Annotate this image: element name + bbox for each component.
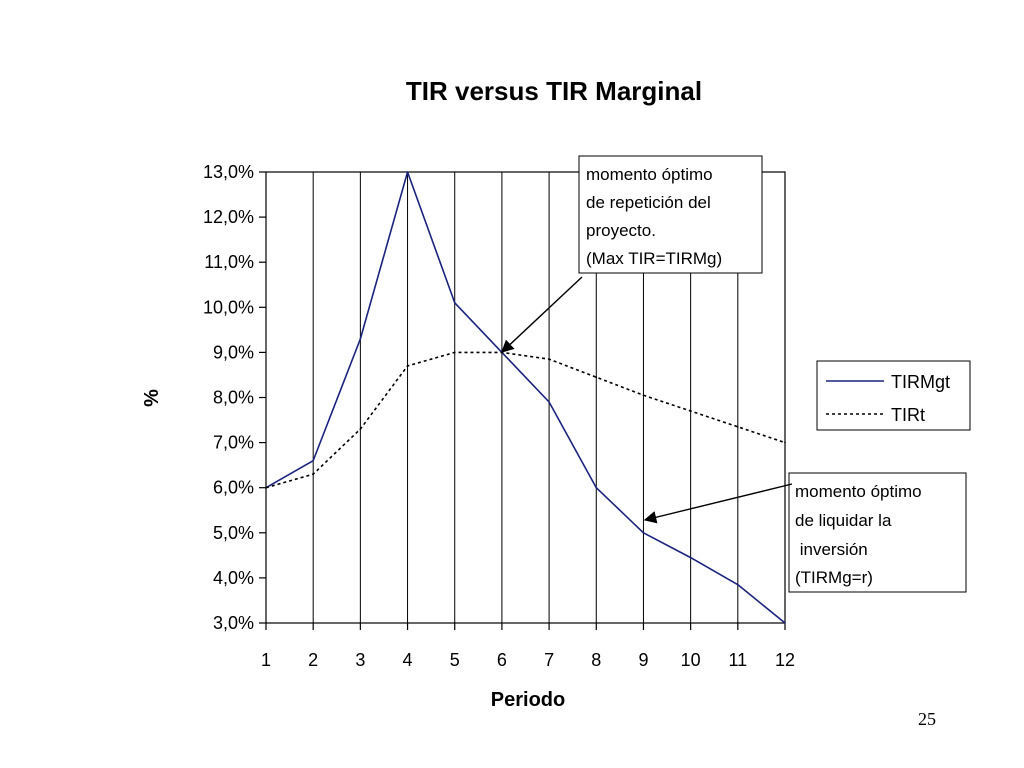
annotation-line: momento óptimo xyxy=(586,165,713,184)
y-tick-label: 3,0% xyxy=(213,613,254,633)
data-point-tirt xyxy=(453,351,456,354)
y-tick-label: 10,0% xyxy=(203,297,254,317)
data-point-tirt xyxy=(737,426,739,428)
x-axis: 1 2 3 4 5 6 7 8 9 10 11 12 xyxy=(261,623,795,670)
annotation-line: inversión xyxy=(795,540,868,559)
y-tick-label: 4,0% xyxy=(213,568,254,588)
data-point-tirt xyxy=(689,410,692,412)
y-tick-label: 11,0% xyxy=(204,252,254,272)
data-point-tirt xyxy=(265,486,267,489)
data-point-tirmgt xyxy=(642,532,645,534)
x-tick-label: 1 xyxy=(261,650,271,670)
x-tick-label: 12 xyxy=(775,650,795,670)
x-tick-label: 11 xyxy=(728,650,747,670)
x-tick-label: 2 xyxy=(308,650,318,670)
series-line-tirt xyxy=(265,351,786,489)
data-point-tirmgt xyxy=(406,171,409,173)
y-tick-label: 7,0% xyxy=(213,433,254,453)
data-point-tirmgt xyxy=(737,583,739,586)
x-tick-label: 3 xyxy=(355,650,365,670)
x-tick-label: 9 xyxy=(638,650,648,670)
annotation-box xyxy=(578,155,763,274)
x-tick-label: 6 xyxy=(497,650,507,670)
data-point-tirt xyxy=(406,365,409,367)
data-point-tirmgt xyxy=(312,459,314,462)
annotation-line: (TIRMg=r) xyxy=(795,568,873,587)
annotation-box xyxy=(788,472,967,593)
data-point-tirmgt xyxy=(784,622,786,624)
data-point-tirmgt xyxy=(548,401,550,403)
annotation-line: de repetición del xyxy=(586,193,711,212)
annotation-line: (Max TIR=TIRMg) xyxy=(586,249,722,268)
data-point-tirmgt xyxy=(595,486,598,489)
x-tick-label: 4 xyxy=(403,650,413,670)
y-tick-label: 9,0% xyxy=(213,342,254,362)
y-axis-title: % xyxy=(141,389,163,407)
data-point-tirmgt xyxy=(359,338,362,340)
slide-number: 25 xyxy=(918,709,936,729)
y-tick-label: 12,0% xyxy=(203,207,254,227)
data-point-tirt xyxy=(642,394,645,397)
legend-label-tirmgt: TIRMgt xyxy=(891,372,950,392)
data-point-tirt xyxy=(595,376,598,379)
annotation-liquidation: momento óptimo de liquidar la inversión … xyxy=(643,472,967,593)
series-group xyxy=(265,171,786,624)
y-axis: 3,0% 4,0% 5,0% 6,0% 7,0% 8,0% 9,0% 10,0% 11,0% 12… xyxy=(203,162,266,633)
legend-box xyxy=(816,360,971,431)
annotation-repetition: momento óptimo de repetición del proyect… xyxy=(501,155,763,353)
data-point-tirt xyxy=(548,358,550,360)
x-tick-label: 5 xyxy=(450,650,460,670)
data-point-tirt xyxy=(784,441,786,444)
y-tick-label: 6,0% xyxy=(213,478,254,498)
data-point-tirmgt xyxy=(689,556,692,559)
annotation-line: proyecto. xyxy=(586,221,656,240)
data-point-tirt xyxy=(359,428,362,430)
data-point-tirmgt xyxy=(453,301,456,304)
series-line-tirmgt xyxy=(265,171,786,624)
annotation-arrow xyxy=(501,276,583,353)
chart-title: TIR versus TIR Marginal xyxy=(406,76,702,106)
y-tick-label: 5,0% xyxy=(213,523,254,543)
legend: TIRMgt TIRt xyxy=(816,360,971,431)
x-axis-title: Periodo xyxy=(491,689,565,711)
x-tick-label: 10 xyxy=(681,650,701,670)
legend-label-tirt: TIRt xyxy=(891,405,925,425)
data-point-tirt xyxy=(312,473,314,475)
annotation-line: de liquidar la xyxy=(795,511,892,530)
x-tick-label: 8 xyxy=(591,650,601,670)
y-tick-label: 13,0% xyxy=(203,162,254,182)
y-tick-label: 8,0% xyxy=(213,388,254,408)
annotation-arrow xyxy=(643,483,793,524)
x-tick-label: 7 xyxy=(544,650,554,670)
annotation-line: momento óptimo xyxy=(795,482,922,501)
